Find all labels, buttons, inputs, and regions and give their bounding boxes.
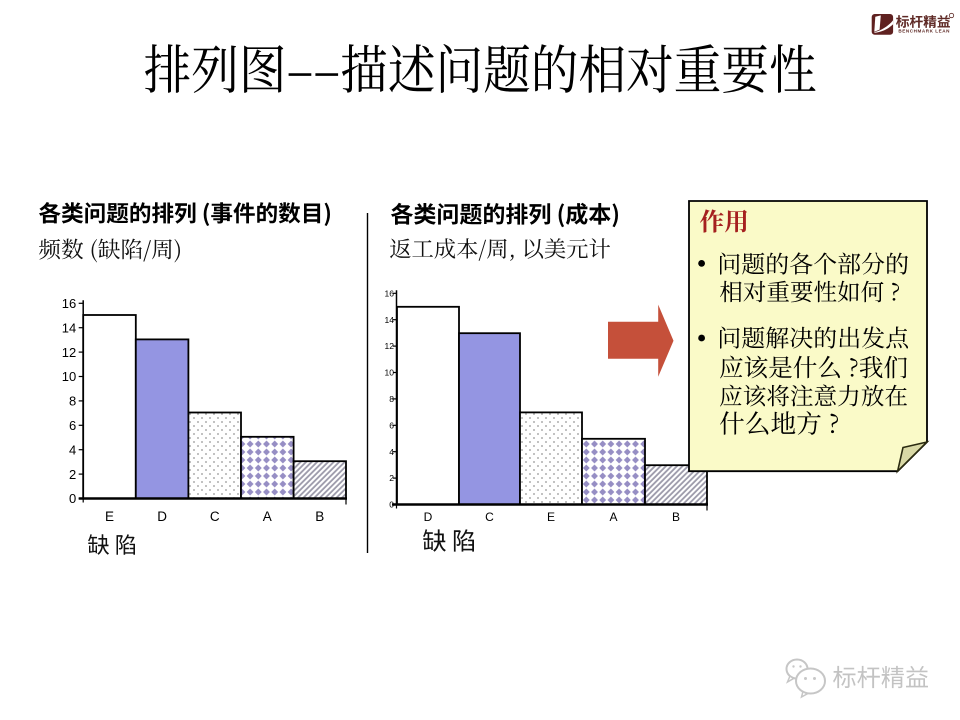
svg-text:6: 6 <box>69 418 76 433</box>
svg-text:16: 16 <box>385 288 395 298</box>
svg-text:0: 0 <box>389 500 394 510</box>
svg-text:12: 12 <box>62 345 76 360</box>
svg-text:BENCHMARK LEAN: BENCHMARK LEAN <box>898 29 950 34</box>
svg-text:B: B <box>672 510 680 524</box>
svg-text:A: A <box>609 510 617 524</box>
svg-text:D: D <box>157 509 167 524</box>
svg-text:10: 10 <box>62 369 76 384</box>
svg-text:6: 6 <box>389 420 394 430</box>
svg-text:14: 14 <box>385 315 395 325</box>
svg-text:12: 12 <box>385 341 395 351</box>
svg-text:8: 8 <box>389 394 394 404</box>
svg-text:14: 14 <box>62 320 76 335</box>
svg-text:0: 0 <box>69 491 76 506</box>
svg-text:2: 2 <box>389 473 394 483</box>
svg-text:16: 16 <box>62 296 76 311</box>
svg-text:E: E <box>105 509 114 524</box>
svg-text:A: A <box>263 509 272 524</box>
svg-text:B: B <box>315 509 324 524</box>
svg-text:C: C <box>210 509 220 524</box>
svg-text:C: C <box>485 510 494 524</box>
svg-text:E: E <box>547 510 555 524</box>
svg-text:4: 4 <box>69 442 76 457</box>
svg-text:2: 2 <box>69 467 76 482</box>
svg-text:D: D <box>424 510 433 524</box>
svg-text:8: 8 <box>69 394 76 409</box>
svg-text:4: 4 <box>389 447 394 457</box>
svg-text:10: 10 <box>385 368 395 378</box>
